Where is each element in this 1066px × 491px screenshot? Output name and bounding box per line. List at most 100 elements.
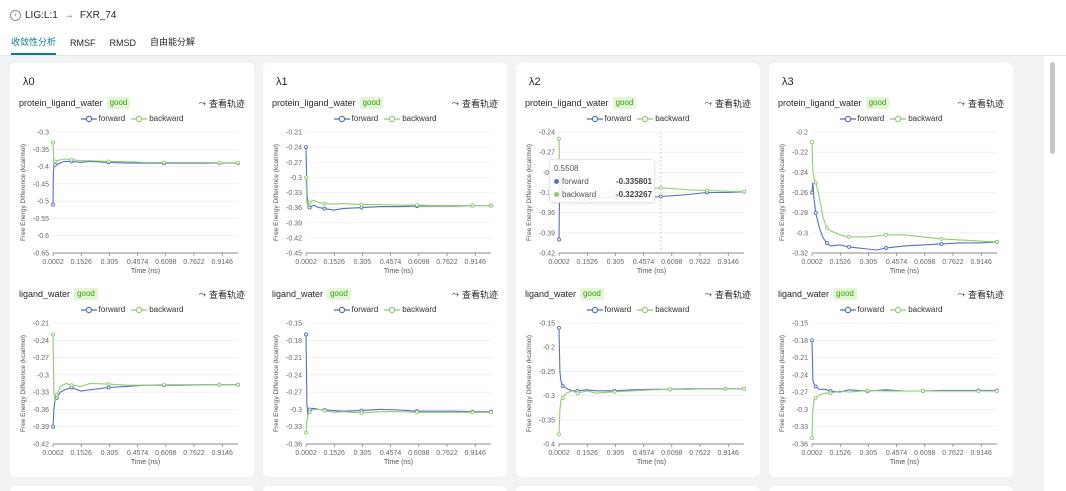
backward-data-point[interactable] [847, 234, 851, 239]
backward-data-point[interactable] [668, 387, 672, 392]
view-trajectory-button[interactable]: ⤳ 查看轨迹 [199, 97, 245, 110]
backward-data-point[interactable] [742, 189, 746, 194]
forward-data-point[interactable] [810, 338, 814, 343]
backward-data-point[interactable] [359, 410, 364, 415]
backward-data-point[interactable] [884, 232, 888, 237]
breadcrumb-from[interactable]: LIG:L:1 [25, 9, 58, 21]
convergence-chart[interactable]: -0.3 -0.35 -0.4 -0.45 -0.5 -0.55 -0.6 -0.650.00… [10, 127, 254, 277]
backward-data-point[interactable] [470, 203, 475, 208]
backward-data-point[interactable] [723, 386, 728, 391]
backward-data-point[interactable] [742, 386, 746, 391]
legend-item-backward[interactable]: backward [890, 114, 942, 123]
tab-rmsd[interactable]: RMSD [109, 38, 137, 48]
forward-data-point[interactable] [51, 202, 55, 207]
convergence-chart[interactable]: -0.15-0.18-0.21-0.24-0.27-0.3-0.33-0.360… [769, 318, 1013, 468]
backward-data-point[interactable] [322, 201, 327, 206]
backward-data-point[interactable] [106, 382, 111, 387]
backward-data-point[interactable] [810, 436, 814, 441]
tab-convergence[interactable]: 收敛性分析 [11, 35, 57, 55]
backward-data-point[interactable] [557, 136, 561, 141]
forward-data-point[interactable] [810, 190, 814, 195]
forward-data-point[interactable] [304, 145, 308, 150]
backward-data-point[interactable] [705, 188, 709, 193]
scrollbar-thumb[interactable] [1050, 62, 1055, 154]
convergence-chart[interactable]: -0.21-0.24-0.27-0.3-0.33-0.36-0.39-0.420… [10, 318, 254, 468]
backward-data-point[interactable] [415, 203, 419, 208]
forward-data-point[interactable] [847, 244, 851, 249]
backward-data-point[interactable] [560, 396, 565, 400]
backward-data-point[interactable] [828, 391, 833, 396]
convergence-chart[interactable]: -0.2 -0.22 -0.24 -0.26 -0.28 -0.3 -0.320.0002 0… [769, 127, 1013, 277]
backward-data-point[interactable] [939, 236, 944, 241]
legend-item-forward[interactable]: forward [586, 114, 631, 123]
backward-data-point[interactable] [359, 202, 364, 207]
convergence-chart[interactable]: -0.15 -0.2 -0.25 -0.3 -0.35 -0.40.0002 0.1526 0… [516, 318, 760, 468]
legend-item-forward[interactable]: forward [80, 114, 125, 123]
backward-data-point[interactable] [307, 410, 312, 415]
forward-data-point[interactable] [939, 241, 944, 246]
backward-data-point[interactable] [976, 389, 981, 393]
convergence-chart[interactable]: -0.15-0.18-0.21-0.24-0.27-0.3-0.33-0.360… [263, 318, 507, 468]
forward-data-point[interactable] [359, 205, 364, 210]
backward-data-point[interactable] [813, 180, 818, 185]
backward-data-point[interactable] [236, 160, 240, 165]
forward-data-point[interactable] [560, 383, 565, 388]
backward-data-point[interactable] [217, 160, 222, 165]
legend-item-backward[interactable]: backward [637, 305, 689, 314]
forward-data-point[interactable] [813, 384, 818, 389]
backward-data-point[interactable] [217, 382, 222, 387]
forward-data-point[interactable] [884, 246, 888, 250]
circle-left-icon[interactable]: ‹ [10, 9, 21, 21]
forward-data-point[interactable] [557, 237, 561, 242]
backward-data-point[interactable] [322, 408, 327, 413]
backward-data-point[interactable] [612, 389, 617, 394]
view-trajectory-button[interactable]: ⤳ 查看轨迹 [452, 97, 498, 110]
legend-item-backward[interactable]: backward [637, 114, 689, 123]
legend-item-backward[interactable]: backward [890, 305, 942, 314]
backward-data-point[interactable] [865, 388, 870, 393]
backward-data-point[interactable] [470, 410, 475, 415]
forward-data-point[interactable] [658, 194, 663, 199]
backward-data-point[interactable] [824, 225, 829, 230]
backward-data-point[interactable] [52, 159, 57, 164]
legend-item-forward[interactable]: forward [586, 305, 631, 314]
legend-item-forward[interactable]: forward [839, 305, 884, 314]
backward-data-point[interactable] [51, 332, 55, 337]
backward-data-point[interactable] [813, 395, 818, 400]
view-trajectory-button[interactable]: ⤳ 查看轨迹 [958, 97, 1004, 110]
legend-item-forward[interactable]: forward [839, 114, 884, 123]
backward-data-point[interactable] [921, 389, 925, 393]
backward-data-point[interactable] [658, 185, 663, 190]
backward-data-point[interactable] [51, 140, 55, 145]
backward-data-point[interactable] [162, 382, 166, 387]
view-trajectory-button[interactable]: ⤳ 查看轨迹 [705, 97, 751, 110]
backward-data-point[interactable] [415, 410, 419, 415]
backward-data-point[interactable] [489, 203, 493, 208]
tab-free-energy-decomposition[interactable]: 自由能分解 [150, 37, 196, 47]
backward-data-point[interactable] [69, 383, 74, 388]
legend-item-forward[interactable]: forward [80, 305, 125, 314]
view-trajectory-button[interactable]: ⤳ 查看轨迹 [705, 288, 751, 301]
forward-data-point[interactable] [813, 210, 818, 215]
backward-data-point[interactable] [307, 200, 312, 205]
legend-item-backward[interactable]: backward [384, 305, 436, 314]
scrollbar[interactable] [1044, 56, 1066, 491]
backward-data-point[interactable] [810, 140, 814, 145]
backward-data-point[interactable] [557, 432, 561, 437]
legend-item-backward[interactable]: backward [384, 114, 436, 123]
backward-data-point[interactable] [106, 159, 111, 164]
backward-data-point[interactable] [489, 410, 493, 415]
view-trajectory-button[interactable]: ⤳ 查看轨迹 [452, 288, 498, 301]
forward-data-point[interactable] [51, 424, 55, 429]
legend-item-forward[interactable]: forward [333, 305, 378, 314]
view-trajectory-button[interactable]: ⤳ 查看轨迹 [958, 288, 1004, 301]
forward-data-point[interactable] [557, 325, 561, 330]
forward-data-point[interactable] [106, 385, 111, 390]
backward-data-point[interactable] [575, 391, 580, 396]
backward-data-point[interactable] [162, 160, 166, 165]
backward-data-point[interactable] [995, 389, 999, 393]
backward-data-point[interactable] [54, 393, 59, 397]
backward-data-point[interactable] [236, 382, 240, 387]
legend-item-forward[interactable]: forward [333, 114, 378, 123]
backward-data-point[interactable] [304, 175, 308, 180]
